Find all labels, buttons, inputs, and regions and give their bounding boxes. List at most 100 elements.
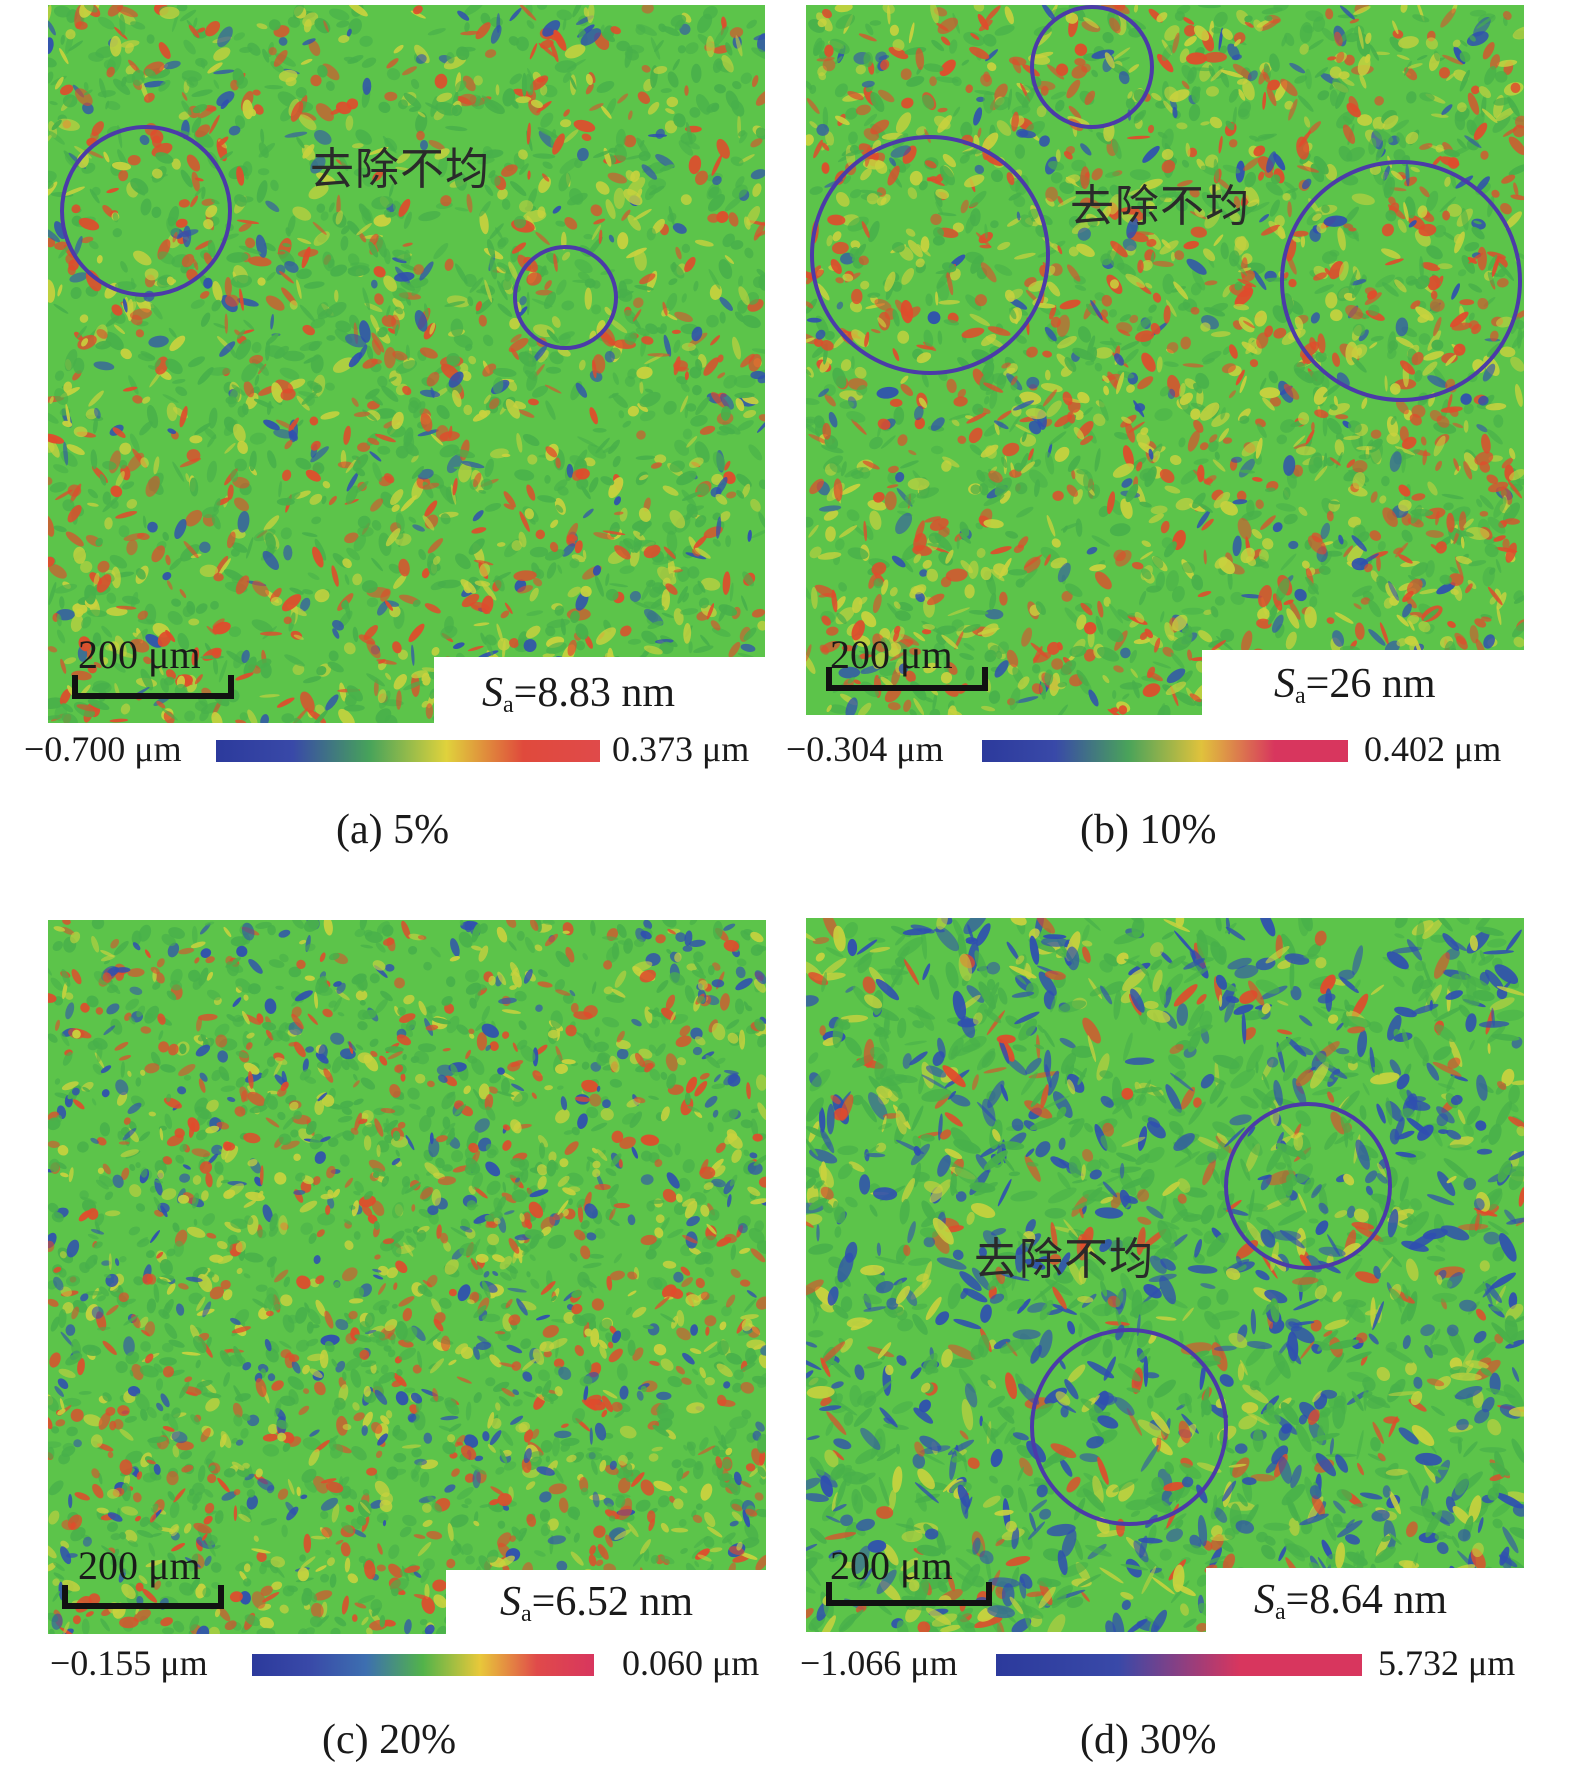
surface-speckle — [156, 700, 166, 709]
surface-speckle — [239, 288, 244, 311]
surface-speckle — [637, 91, 651, 105]
surface-speckle — [570, 610, 580, 624]
surface-speckle — [673, 113, 686, 128]
surface-speckle — [889, 398, 903, 407]
surface-speckle — [464, 5, 484, 16]
surface-speckle — [68, 40, 84, 52]
surface-speckle — [581, 133, 592, 141]
surface-speckle — [297, 237, 312, 245]
surface-speckle — [1298, 506, 1308, 516]
surface-speckle — [1176, 122, 1188, 130]
surface-speckle — [314, 589, 330, 603]
surface-speckle — [1377, 541, 1386, 552]
surface-speckle — [179, 588, 187, 599]
surface-speckle — [102, 496, 119, 513]
surface-speckle — [887, 702, 901, 711]
surface-speckle — [76, 325, 87, 339]
surface-speckle — [545, 625, 556, 637]
surface-speckle — [312, 462, 325, 475]
surface-speckle — [1040, 680, 1047, 700]
surface-speckle — [48, 582, 57, 605]
surface-speckle — [691, 326, 703, 342]
surface-speckle — [241, 403, 249, 415]
surface-speckle — [578, 359, 586, 371]
surface-speckle — [644, 388, 654, 394]
surface-speckle — [984, 608, 1004, 620]
surface-speckle — [854, 654, 865, 673]
surface-speckle — [965, 84, 973, 93]
surface-speckle — [530, 99, 543, 109]
surface-speckle — [369, 451, 382, 462]
surface-speckle — [823, 510, 839, 521]
surface-speckle — [627, 214, 641, 231]
surface-speckle — [356, 222, 372, 236]
surface-speckle — [296, 136, 305, 149]
surface-speckle — [235, 719, 247, 723]
surface-speckle — [740, 72, 752, 85]
surface-speckle — [951, 76, 962, 87]
surface-speckle — [137, 353, 156, 362]
surface-speckle — [1213, 491, 1231, 509]
surface-speckle — [618, 410, 625, 419]
surface-speckle — [633, 208, 652, 221]
surface-speckle — [122, 298, 128, 313]
surface-speckle — [172, 461, 185, 482]
surface-speckle — [58, 245, 70, 259]
surface-speckle — [529, 587, 539, 602]
surface-speckle — [691, 384, 702, 396]
surface-speckle — [1228, 139, 1238, 148]
surface-speckle — [729, 27, 744, 39]
surface-speckle — [477, 650, 499, 659]
surface-speckle — [435, 425, 450, 442]
surface-speckle — [722, 421, 741, 435]
surface-speckle — [48, 5, 52, 22]
surface-speckle — [976, 96, 985, 103]
surface-speckle — [316, 172, 336, 185]
surface-speckle — [105, 101, 121, 111]
surface-speckle — [544, 549, 565, 561]
surface-speckle — [63, 657, 77, 665]
surface-speckle — [825, 131, 835, 146]
surface-speckle — [316, 203, 326, 213]
surface-speckle — [700, 634, 710, 647]
surface-speckle — [678, 140, 694, 156]
surface-speckle — [393, 44, 404, 54]
surface-speckle — [1249, 359, 1259, 368]
surface-speckle — [352, 454, 369, 471]
surface-speckle — [1305, 566, 1314, 587]
surface-speckle — [666, 96, 679, 108]
surface-speckle — [461, 460, 485, 469]
surface-speckle — [433, 242, 449, 260]
surface-speckle — [937, 17, 959, 34]
surface-speckle — [392, 641, 402, 654]
surface-speckle — [1238, 316, 1255, 333]
surface-speckle — [335, 210, 343, 225]
surface-speckle — [213, 498, 221, 513]
surface-speckle — [647, 353, 671, 357]
surface-speckle — [256, 180, 268, 203]
surface-speckle — [204, 427, 217, 440]
surface-speckle — [97, 16, 115, 30]
surface-speckle — [1455, 556, 1464, 580]
surface-speckle — [389, 183, 394, 198]
surface-speckle — [328, 495, 337, 506]
surface-speckle — [192, 104, 208, 114]
surface-speckle — [878, 89, 895, 103]
surface-speckle — [525, 73, 534, 96]
surface-speckle — [105, 100, 110, 110]
surface-speckle — [439, 444, 460, 458]
surface-speckle — [87, 609, 107, 617]
surface-speckle — [332, 620, 344, 631]
surface-speckle — [48, 170, 57, 183]
surface-speckle — [84, 584, 96, 605]
surface-speckle — [122, 595, 140, 605]
surface-speckle — [1360, 597, 1371, 605]
surface-speckle — [681, 243, 691, 253]
surface-speckle — [1235, 160, 1245, 183]
surface-speckle — [411, 286, 421, 296]
surface-speckle — [292, 206, 312, 221]
surface-speckle — [48, 436, 58, 444]
surface-speckle — [585, 83, 594, 95]
surface-speckle — [172, 378, 186, 384]
panel-caption: (a) 5% — [336, 807, 450, 853]
